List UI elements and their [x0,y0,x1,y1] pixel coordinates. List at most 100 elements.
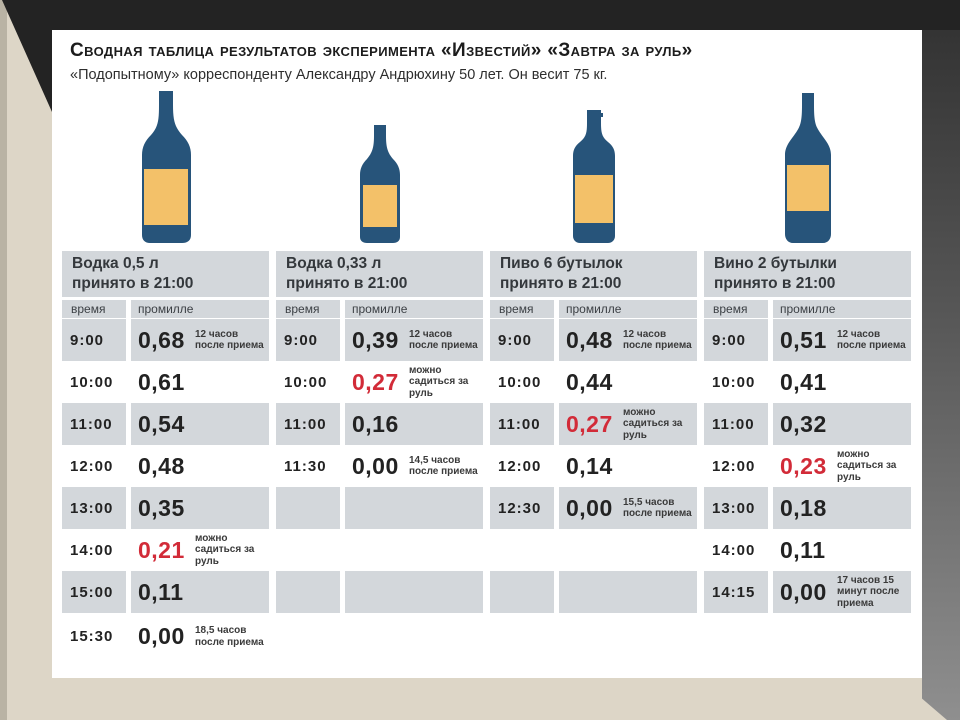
time-cell [276,529,340,571]
column-gutter [768,613,773,660]
column-gutter [554,319,559,361]
column-gutter [554,445,559,487]
column-gutter [554,403,559,445]
promille-cell: 0,68 12 часов после приема [131,319,269,361]
promille-column-header: промилле [345,300,483,318]
column-gutter [554,300,559,318]
column-gutter [126,571,131,613]
promille-value: 0,41 [780,368,827,395]
promille-value: 0,27 [352,368,399,395]
column-taken-label: принято в 21:00 [72,275,194,292]
column-gutter [126,529,131,571]
time-cell: 11:00 [276,403,340,445]
table-row: 15:30 0,00 18,5 часов после приема [62,613,269,660]
table-row: 9:00 0,68 12 часов после приема [62,319,269,361]
column-gutter [768,319,773,361]
promille-value: 0,11 [780,536,826,563]
promille-cell: 0,32 [773,403,911,445]
promille-cell: 0,23 можно садиться за руль [773,445,911,487]
row-annotation: можно садиться за руль [623,406,683,441]
table-row: 11:00 0,32 [704,403,911,445]
column-gutter [126,300,131,318]
column-gutter [340,361,345,403]
time-cell [490,529,554,571]
time-cell: 12:00 [70,457,114,475]
time-cell [704,613,768,660]
row-annotation: 17 часов 15 минут после приема [837,574,900,609]
time-column-header: время [704,300,768,318]
promille-cell: 0,00 18,5 часов после приема [131,613,269,660]
promille-value: 0,39 [352,326,399,353]
row-annotation: можно садиться за руль [409,364,469,399]
promille-cell: 0,39 12 часов после приема [345,319,483,361]
bottle-slot [490,87,697,251]
time-cell: 9:00 [62,319,126,361]
promille-cell: 0,54 [131,403,269,445]
product-column-1: Водка 0,5 л принято в 21:00 время промилле 9… [62,87,269,660]
time-cell [276,613,340,660]
promille-value: 0,51 [780,326,827,353]
time-cell [276,571,340,613]
column-gutter [554,529,559,571]
row-annotation: можно садиться за руль [837,448,897,483]
promille-cell: 0,48 12 часов после приема [559,319,697,361]
promille-cell: 0,44 [559,361,697,403]
time-cell: 11:00 [62,403,126,445]
table-row: 14:00 0,21 можно садиться за руль [62,529,269,571]
promille-cell [345,613,483,660]
column-gutter [126,613,131,660]
table-row: 10:00 0,27 можно садиться за руль [276,361,483,403]
promille-value: 0,21 [138,536,185,563]
time-cell: 14:00 [712,541,756,559]
table-row: 9:00 0,51 12 часов после приема [704,319,911,361]
table-row: 12:00 0,14 [490,445,697,487]
frame-right-bevel [922,0,960,720]
promille-value: 0,61 [138,368,185,395]
column-gutter [554,571,559,613]
time-cell: 12:00 [712,457,756,475]
row-annotation: 18,5 часов после приема [195,625,264,648]
column-gutter [554,361,559,403]
column-header: Вино 2 бутылки принято в 21:00 [704,251,911,297]
column-taken-label: принято в 21:00 [500,275,622,292]
table-row: 13:00 0,35 [62,487,269,529]
table-row: 15:00 0,11 [62,571,269,613]
time-cell: 15:30 [70,628,114,645]
product-column-3: Пиво 6 бутылок принято в 21:00 время промил… [490,87,697,660]
column-subheader: время промилле [704,300,911,318]
time-cell: 14:00 [70,541,114,559]
column-subheader: время промилле [490,300,697,318]
table-row: 10:00 0,44 [490,361,697,403]
table-row [490,571,697,613]
promille-cell: 0,21 можно садиться за руль [131,529,269,571]
column-gutter [340,613,345,660]
column-gutter [768,571,773,613]
time-cell: 14:15 [704,571,768,613]
table-row: 13:00 0,18 [704,487,911,529]
column-gutter [768,445,773,487]
table-row [276,487,483,529]
time-cell: 10:00 [498,373,542,391]
row-annotation: 12 часов после приема [409,328,478,352]
row-annotation: 12 часов после приема [837,328,906,352]
time-cell: 15:00 [62,571,126,613]
column-gutter [340,487,345,529]
promille-cell [345,529,483,571]
promille-cell [559,571,697,613]
table-row: 11:00 0,16 [276,403,483,445]
page-title: Сводная таблица результатов эксперимента… [70,40,693,61]
time-cell: 12:30 [490,487,554,529]
column-drink-label: Вино 2 бутылки [714,255,837,272]
column-gutter [340,300,345,318]
bottle-slot [62,87,269,251]
promille-column-header: промилле [559,300,697,318]
promille-cell: 0,14 [559,445,697,487]
time-column-header: время [276,300,340,318]
promille-value: 0,14 [566,452,613,479]
column-gutter [340,319,345,361]
column-gutter [126,403,131,445]
time-cell [490,571,554,613]
time-cell: 12:00 [498,457,542,475]
column-gutter [768,487,773,529]
column-gutter [126,361,131,403]
